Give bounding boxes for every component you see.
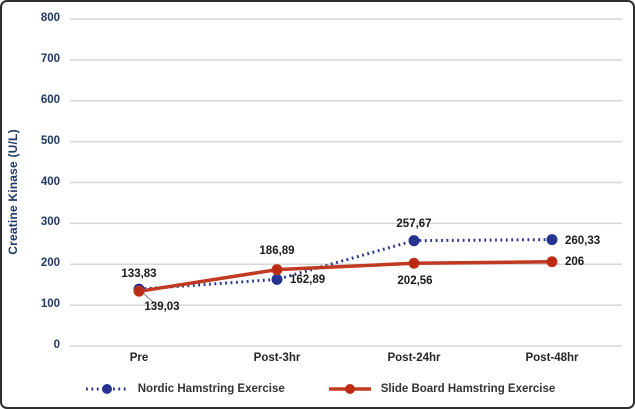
data-label-slideboard: 133,83: [121, 268, 157, 280]
legend-label-nordic: Nordic Hamstring Exercise: [137, 383, 285, 395]
y-tick-label: 800: [40, 12, 60, 24]
data-point-slideboard: [408, 257, 420, 269]
slideboard-solid-line-swatch: [328, 384, 371, 394]
x-tick-label: Post-3hr: [253, 352, 301, 364]
y-tick-label: 500: [40, 134, 60, 147]
y-tick-label: 300: [40, 216, 60, 229]
data-label-nordic: 257,67: [396, 218, 432, 230]
data-label-nordic: 139,03: [144, 301, 180, 313]
x-tick-label: Pre: [129, 352, 149, 364]
data-label-slideboard: 202,56: [397, 275, 433, 287]
legend-item-slideboard[interactable]: Slide Board Hamstring Exercise: [327, 383, 555, 395]
y-tick-label: 600: [40, 93, 60, 106]
data-point-nordic: [408, 235, 420, 247]
y-tick-label: 200: [40, 257, 60, 270]
data-point-slideboard: [133, 285, 145, 297]
leader-line: [141, 291, 155, 304]
y-tick-label: 700: [40, 52, 60, 65]
legend-item-nordic[interactable]: Nordic Hamstring Exercise: [84, 383, 285, 395]
data-point-nordic: [546, 234, 558, 246]
data-point-slideboard: [546, 256, 558, 268]
data-point-slideboard: [271, 264, 283, 276]
data-point-nordic: [271, 273, 283, 285]
nordic-dotted-line-swatch: [85, 384, 128, 394]
data-label-slideboard: 206: [565, 256, 585, 268]
data-label-slideboard: 186,89: [259, 245, 295, 257]
y-tick-label: 100: [40, 298, 60, 311]
series-line-slideboard: [138, 260, 553, 294]
x-tick-label: Post-48hr: [525, 352, 579, 364]
x-tick-label: Post-24hr: [387, 352, 441, 364]
legend-label-slideboard: Slide Board Hamstring Exercise: [380, 383, 556, 395]
y-tick-label: 400: [40, 175, 60, 188]
data-label-nordic: 260,33: [565, 235, 601, 247]
data-label-nordic: 162,89: [290, 274, 326, 286]
y-tick-label: 0: [53, 339, 60, 351]
legend: Nordic Hamstring Exercise Slide Board Ha…: [2, 376, 633, 402]
